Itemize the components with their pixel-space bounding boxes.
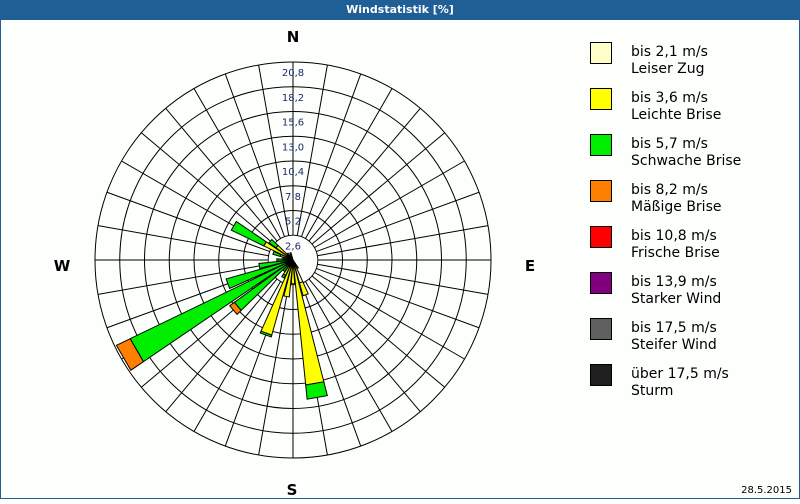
grid-spoke [166,108,277,241]
legend-label: Sturm [631,383,729,400]
grid-spoke [316,268,479,327]
ring-label: 15,6 [282,118,304,129]
legend-range: bis 8,2 m/s [631,182,721,199]
legend-label: Mäßige Brise [631,199,721,216]
grid-spoke [312,133,445,244]
grid-spoke [312,276,445,387]
ring-label: 13,0 [282,142,304,153]
legend-label: Frische Brise [631,245,720,262]
grid-spoke [314,272,464,359]
legend-range: bis 2,1 m/s [631,44,708,61]
grid-spoke [194,89,281,239]
ring-label: 2,6 [285,241,301,252]
grid-spoke [317,226,488,256]
grid-spoke [309,108,420,241]
legend-label: Leichte Brise [631,107,721,124]
legend-swatch-0 [590,42,612,64]
compass-n: N [287,28,300,46]
grid-spoke [317,264,488,294]
legend-range: bis 17,5 m/s [631,320,717,337]
compass-e: E [525,257,535,275]
legend-range: bis 3,6 m/s [631,90,721,107]
grid-spoke [225,74,284,237]
compass-s: S [287,481,298,499]
legend-swatch-6 [590,318,612,340]
legend-label: Steifer Wind [631,337,717,354]
grid-spoke [314,161,464,248]
legend-range: bis 5,7 m/s [631,136,741,153]
grid-spoke [305,281,392,431]
legend-label: Leiser Zug [631,61,708,78]
legend-swatch-7 [590,364,612,386]
legend-label: Schwache Brise [631,153,741,170]
legend-range: bis 10,8 m/s [631,228,720,245]
legend-swatch-4 [590,226,612,248]
grid-spoke [305,89,392,239]
ring-label: 18,2 [282,93,304,104]
wind-rose-svg: 2,6 5,2 7,8 10,4 13,0 15,6 18,2 20,8 N E S W [0,20,560,500]
legend-swatch-3 [590,180,612,202]
ring-label: 10,4 [282,167,304,178]
legend-range: über 17,5 m/s [631,366,729,383]
legend-swatch-2 [590,134,612,156]
grid-spoke [141,133,274,244]
ring-label: 7,8 [285,192,301,203]
legend-range: bis 13,9 m/s [631,274,721,291]
grid-spoke [316,192,479,251]
window-title: Windstatistik [%] [0,0,800,20]
legend-swatch-5 [590,272,612,294]
ring-label: 20,8 [282,68,304,79]
ring-label: 5,2 [285,217,301,228]
grid-spoke [301,74,360,237]
date-label: 28.5.2015 [741,485,792,496]
legend-swatch-1 [590,88,612,110]
wind-rose-chart: 2,6 5,2 7,8 10,4 13,0 15,6 18,2 20,8 N E S W [0,20,560,500]
compass-w: W [54,257,71,275]
wind-bar-segment [306,382,328,399]
grid-spoke [107,192,270,251]
legend-label: Starker Wind [631,291,721,308]
